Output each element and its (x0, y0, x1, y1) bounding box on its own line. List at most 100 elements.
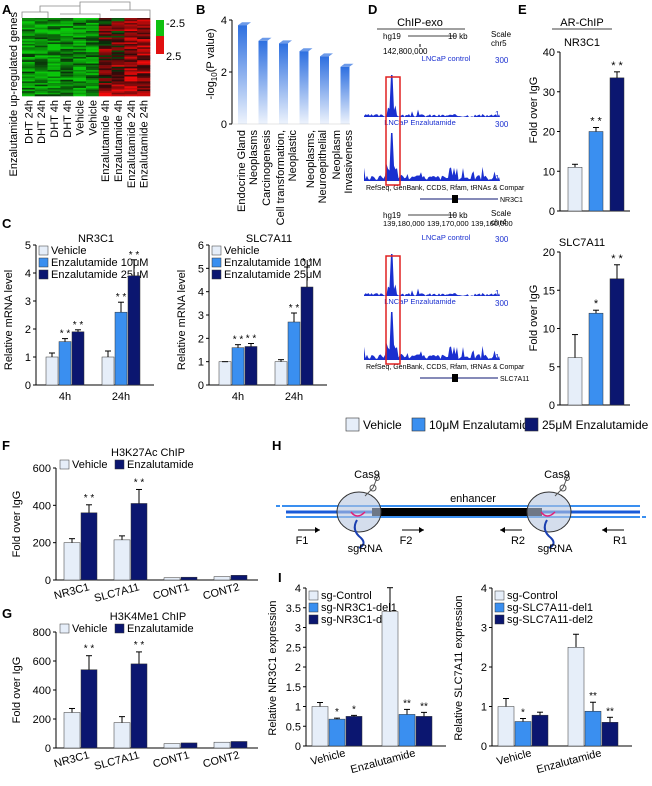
track-max: 300 (495, 56, 509, 65)
heatmap-cell (60, 35, 74, 38)
heatmap-cell (137, 91, 151, 94)
category-label: CONT2 (202, 749, 241, 770)
heatmap-cell (98, 29, 112, 32)
heatmap-cell (73, 91, 87, 94)
heatmap-cell (22, 47, 36, 50)
heatmap-cell (34, 40, 48, 43)
heatmap-cell (73, 94, 87, 97)
legend-label: Vehicle (72, 623, 107, 635)
heatmap-cell (22, 74, 36, 77)
sgrna-label: sgRNA (538, 543, 574, 555)
heatmap-cell (60, 19, 74, 22)
heatmap-cell (137, 24, 151, 27)
gene-label: NR3C1 (500, 197, 523, 204)
heatmap-cell (86, 29, 100, 32)
scale-top-label: -2.5 (166, 18, 185, 30)
panel-e: E AR-ChIP Fold over IgG NR3C1 40 30 20 10 0 * *… (518, 2, 630, 412)
y-tick-label: 5 (198, 263, 204, 275)
heatmap-cell (73, 92, 87, 95)
heatmap-cell (124, 61, 138, 64)
heatmap-cell (34, 81, 48, 84)
heatmap-cell (22, 53, 36, 56)
heatmap-cell (98, 22, 112, 25)
heatmap-cell (34, 39, 48, 42)
scale-bar-label: 10 kb (448, 211, 468, 220)
heatmap-cell (60, 52, 74, 55)
heatmap-cell (22, 18, 36, 20)
heatmap-cell (22, 86, 36, 89)
legend-swatch (345, 417, 360, 432)
y-tick-label: 3 (481, 623, 487, 635)
heatmap-cell (47, 92, 61, 95)
significance-star: * (335, 707, 339, 718)
heatmap-cell (124, 68, 138, 71)
heatmap-cell (137, 58, 151, 61)
bar (567, 167, 583, 212)
track-max: 300 (495, 235, 509, 244)
heatmap-cell (124, 58, 138, 61)
track-min: 1 (495, 353, 500, 362)
bar (238, 25, 247, 125)
legend-label: sg-NR3C1-del2 (321, 614, 397, 626)
heatmap-cell (22, 39, 36, 42)
heatmap-cell (98, 52, 112, 55)
heatmap-cell (22, 76, 36, 79)
heatmap-cell (124, 94, 138, 97)
category-label: Invasiveness (343, 130, 355, 194)
heatmap-cell (98, 48, 112, 51)
heatmap-cell (22, 70, 36, 72)
bar (381, 611, 399, 747)
gene-exon (452, 374, 458, 382)
heatmap-cell (34, 26, 48, 29)
heatmap-cell (86, 57, 100, 59)
control-track (364, 75, 500, 117)
heatmap-cell (111, 52, 125, 55)
y-tick-label: 0.5 (286, 721, 301, 733)
bar (328, 718, 346, 747)
bar (231, 347, 245, 386)
scale-bar-label: 10 kb (448, 32, 468, 41)
legend-swatch (494, 614, 505, 625)
heatmap-cell (60, 76, 74, 79)
heatmap-cell (111, 19, 125, 22)
heatmap-cell (137, 42, 151, 45)
legend-swatch (59, 623, 70, 634)
panel-d: D ChIP-exo hg19 10 kb Scalechr5142,800,000… (364, 2, 530, 383)
heatmap-column-label: Enzalutamide 4h (113, 100, 125, 182)
heatmap-cell (22, 32, 36, 35)
cas9-protein (336, 491, 382, 533)
heatmap-cell (124, 29, 138, 32)
heatmap-cell (86, 76, 100, 79)
heatmap-cell (22, 84, 36, 87)
heatmap-cell (137, 22, 151, 25)
heatmap-cell (73, 31, 87, 33)
heatmap-ylabel: Enzalutamide up-regulated genes (8, 12, 20, 177)
heatmap-cell (124, 81, 138, 84)
heatmap-cell (60, 83, 74, 85)
heatmap-cell (73, 52, 87, 55)
panel-letter-a: A (2, 2, 12, 17)
group-label: 4h (59, 391, 71, 403)
heatmap-cell (47, 44, 61, 46)
panel-g: G H3K4Me1 ChIP 800 600 400 200 0 Fold over IgG… (2, 606, 258, 773)
heatmap-cell (124, 57, 138, 59)
heatmap-cell (137, 78, 151, 81)
legend-swatch (211, 245, 222, 256)
bar-top (320, 53, 333, 57)
heatmap-cell (73, 47, 87, 50)
heatmap-cell (98, 91, 112, 94)
heatmap-cell (34, 35, 48, 38)
heatmap-cell (98, 66, 112, 69)
heatmap-cell (47, 94, 61, 97)
heatmap-cell (73, 74, 87, 77)
bar (127, 275, 141, 386)
heatmap-cell (98, 50, 112, 53)
heatmap-cell (73, 35, 87, 38)
refseq-label: RefSeq, GenBank, CCDS, Rfam, tRNAs & Com… (366, 185, 525, 192)
heatmap-cell (86, 89, 100, 92)
heatmap-cell (86, 53, 100, 56)
heatmap-cell (73, 37, 87, 40)
y-tick-label: 3.5 (286, 603, 301, 615)
y-tick-label: 6 (198, 240, 204, 252)
